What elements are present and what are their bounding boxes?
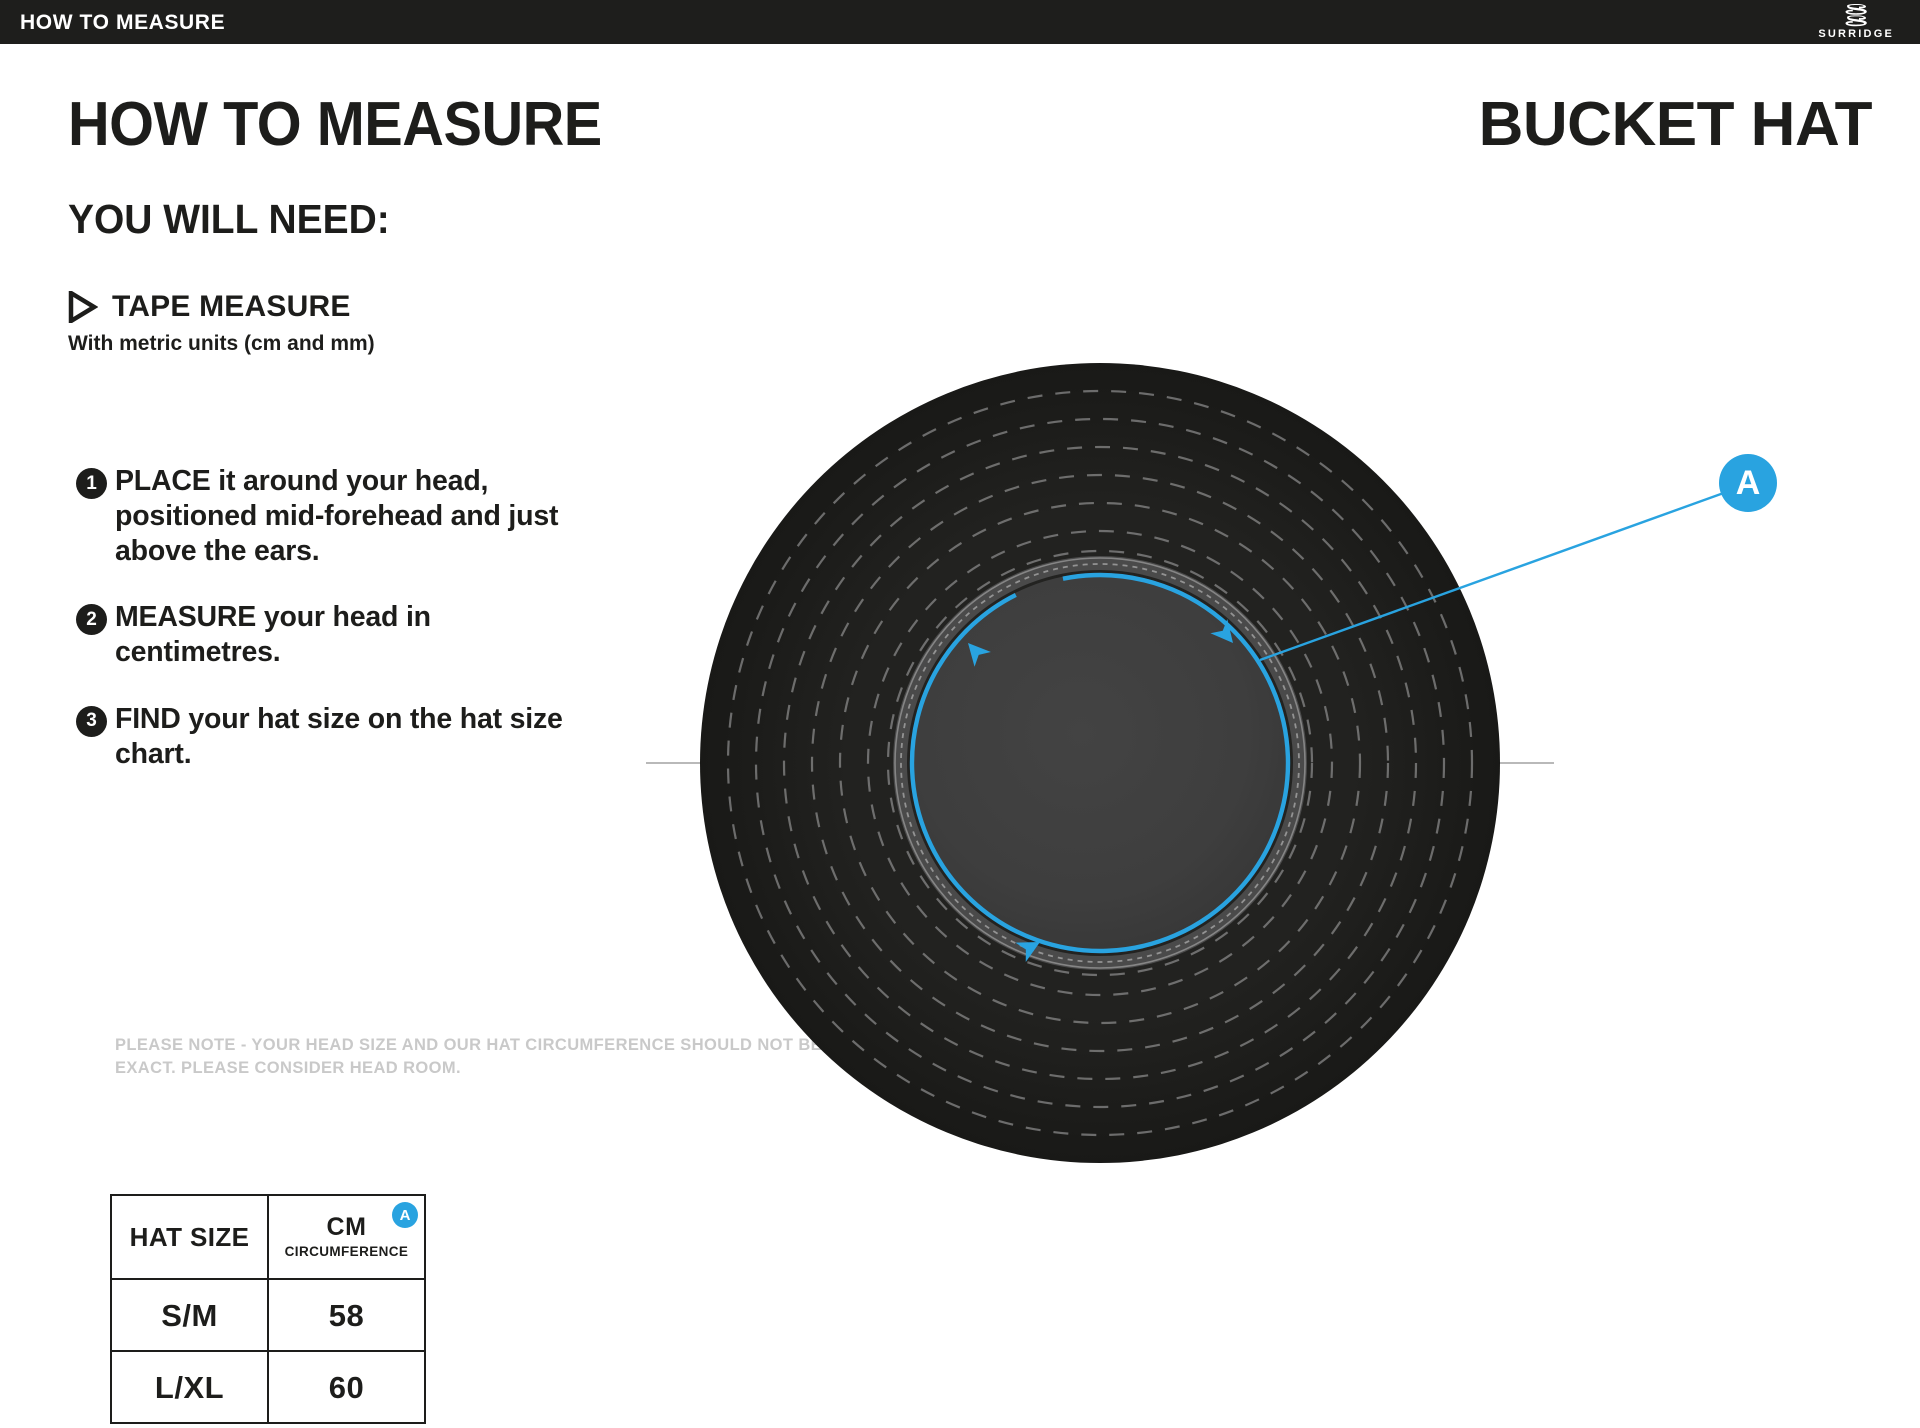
callout-leader-line bbox=[1259, 488, 1733, 662]
crown-rim-stitch bbox=[900, 563, 1300, 963]
list-item: 2 MEASURE your head in centimetres. bbox=[76, 600, 596, 670]
cell-hat-size: S/M bbox=[110, 1278, 269, 1352]
column-header-circumference: CIRCUMFERENCE bbox=[284, 1244, 409, 1260]
left-content-column: HOW TO MEASURE YOU WILL NEED: TAPE MEASU… bbox=[0, 44, 830, 1428]
hat-size-value: S/M bbox=[161, 1297, 218, 1333]
arrowhead-bottom bbox=[1015, 942, 1040, 963]
hat-crown bbox=[910, 573, 1290, 953]
requirements-block: TAPE MEASURE With metric units (cm and m… bbox=[68, 291, 375, 354]
hat-size-value: L/XL bbox=[154, 1369, 225, 1405]
step-number-badge: 2 bbox=[76, 604, 107, 636]
table-row: S/M 58 bbox=[110, 1278, 426, 1352]
header-cell-cm: CM CIRCUMFERENCE A bbox=[267, 1194, 426, 1280]
measurement-arc bbox=[909, 572, 1291, 954]
surridge-s-logo-icon bbox=[1845, 4, 1867, 27]
step-text: FIND your hat size on the hat size chart… bbox=[115, 702, 563, 770]
column-header-hat-size: HAT SIZE bbox=[129, 1222, 250, 1252]
table-header-row: HAT SIZE CM CIRCUMFERENCE A bbox=[110, 1194, 426, 1280]
product-title: BUCKET HAT bbox=[1478, 90, 1873, 159]
step-text: MEASURE your head in centimetres. bbox=[115, 601, 431, 669]
measurement-callout-icon: A bbox=[1719, 454, 1777, 512]
requirement-subtitle: With metric units (cm and mm) bbox=[68, 332, 375, 355]
step-number-badge: 1 bbox=[76, 468, 107, 499]
bucket-hat-diagram: A bbox=[600, 330, 1920, 1428]
step-number-badge: 3 bbox=[76, 705, 107, 737]
cm-value: 60 bbox=[328, 1369, 365, 1405]
measurement-arrowheads bbox=[968, 619, 1233, 963]
step-text: PLACE it around your head, positioned mi… bbox=[115, 465, 559, 567]
crown-rim-band bbox=[893, 556, 1307, 970]
cell-cm: 58 bbox=[267, 1278, 426, 1352]
top-bar: HOW TO MEASURE SURRIDGE bbox=[0, 0, 1920, 44]
you-will-need-heading: YOU WILL NEED: bbox=[68, 196, 390, 242]
requirement-title: TAPE MEASURE bbox=[112, 290, 351, 323]
brand-logo: SURRIDGE bbox=[1818, 4, 1894, 40]
bucket-hat-top-view-icon: A bbox=[646, 363, 1777, 1163]
cell-hat-size: L/XL bbox=[110, 1350, 269, 1424]
hat-size-chart-table: HAT SIZE CM CIRCUMFERENCE A S/M 58 L/XL bbox=[110, 1194, 426, 1424]
column-header-cm: CM bbox=[326, 1213, 367, 1242]
arrowhead-upper-right bbox=[1210, 619, 1233, 643]
header-cell-hat-size: HAT SIZE bbox=[110, 1194, 269, 1280]
crown-rim-outline bbox=[894, 557, 1306, 969]
brim-stitch-rings bbox=[726, 389, 1474, 1137]
brand-wordmark: SURRIDGE bbox=[1818, 28, 1894, 40]
cm-value: 58 bbox=[328, 1297, 365, 1333]
callout-label: A bbox=[1736, 464, 1761, 502]
table-row: L/XL 60 bbox=[110, 1350, 426, 1424]
cell-cm: 60 bbox=[267, 1350, 426, 1424]
instruction-steps-list: 1 PLACE it around your head, positioned … bbox=[76, 464, 596, 803]
play-triangle-icon bbox=[68, 291, 98, 323]
list-item: 3 FIND your hat size on the hat size cha… bbox=[76, 702, 596, 772]
top-bar-title: HOW TO MEASURE bbox=[20, 10, 226, 34]
disclaimer-note: PLEASE NOTE - YOUR HEAD SIZE AND OUR HAT… bbox=[115, 1036, 823, 1077]
page-title: HOW TO MEASURE bbox=[68, 90, 602, 159]
arrowhead-upper-left bbox=[968, 643, 991, 667]
measurement-badge-a-icon: A bbox=[392, 1202, 418, 1228]
list-item: 1 PLACE it around your head, positioned … bbox=[76, 464, 596, 568]
